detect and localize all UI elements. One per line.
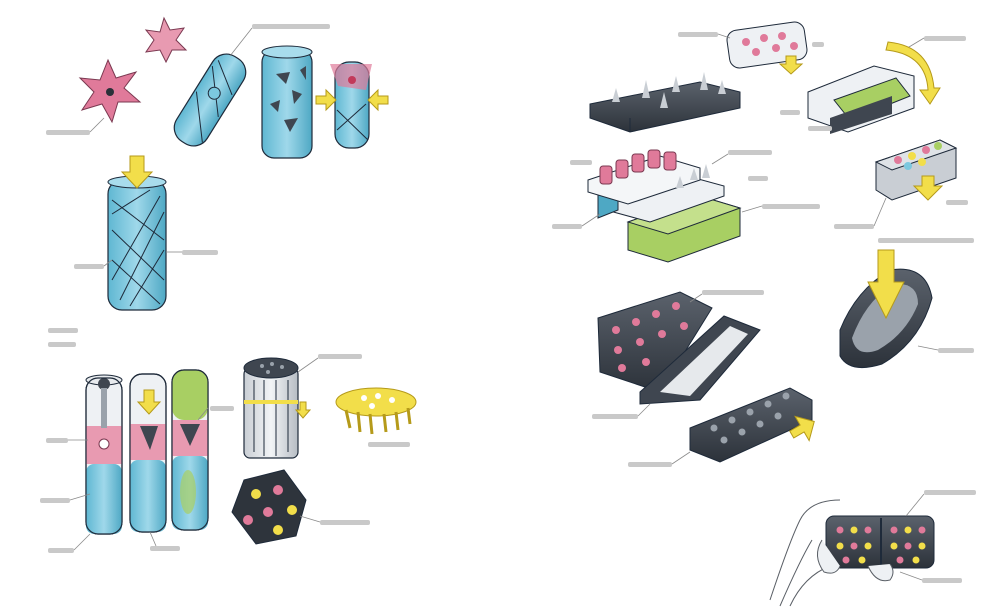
arrow-down-icon — [867, 249, 905, 320]
scribble-label — [368, 442, 410, 447]
sketch-dispenser-tube-1 — [85, 374, 123, 535]
scribble-label — [628, 451, 691, 467]
scribble-label — [834, 197, 968, 229]
sketch-hinged-box — [807, 41, 941, 134]
sketch-small-tube-squeeze — [315, 61, 389, 149]
sketch-star-flower-small — [144, 16, 188, 64]
scribble-label — [592, 290, 764, 419]
scribble-label — [552, 150, 820, 229]
scribble-label — [299, 515, 370, 525]
scribble-label — [878, 238, 974, 353]
scribble-label — [229, 24, 330, 57]
sketch-dispenser-tube-3 — [171, 369, 209, 531]
arrow-curve-icon — [885, 41, 941, 105]
sketch-pill-case-small — [726, 21, 808, 75]
scribble-label — [40, 406, 234, 553]
sketch-hand-held-case — [769, 499, 935, 607]
sketch-large-tube-crosshatch — [107, 155, 167, 311]
scribble-label — [74, 250, 218, 269]
sketch-ribbed-cylinder — [243, 357, 312, 459]
sketch-tall-tube-windows — [261, 45, 313, 159]
arrow-right-icon — [315, 88, 337, 112]
sketch-dispenser-tube-2 — [129, 373, 167, 533]
scribble-heading — [48, 328, 78, 347]
scribble-label — [678, 32, 966, 51]
sketch-star-flower-large — [78, 58, 142, 124]
sketch-yellow-comb — [335, 387, 417, 435]
arrow-down-icon — [120, 155, 154, 189]
scribble-label — [46, 117, 105, 135]
sketch-exploded-stack — [587, 149, 742, 263]
sketch-slipper-tray — [839, 249, 933, 369]
arrow-left-icon — [367, 88, 389, 112]
sketch-hexagon-lid — [231, 469, 307, 545]
scribble-label — [899, 490, 976, 583]
sketch-open-case — [597, 291, 761, 405]
sketch-dot-box — [874, 139, 958, 201]
pink-cups — [599, 149, 677, 185]
scribble-label — [297, 354, 362, 373]
sketch-tilted-tube — [173, 53, 247, 147]
sketch-closed-case — [689, 387, 815, 463]
sketch-spiked-tray — [589, 72, 741, 133]
scribble-label — [780, 110, 832, 131]
